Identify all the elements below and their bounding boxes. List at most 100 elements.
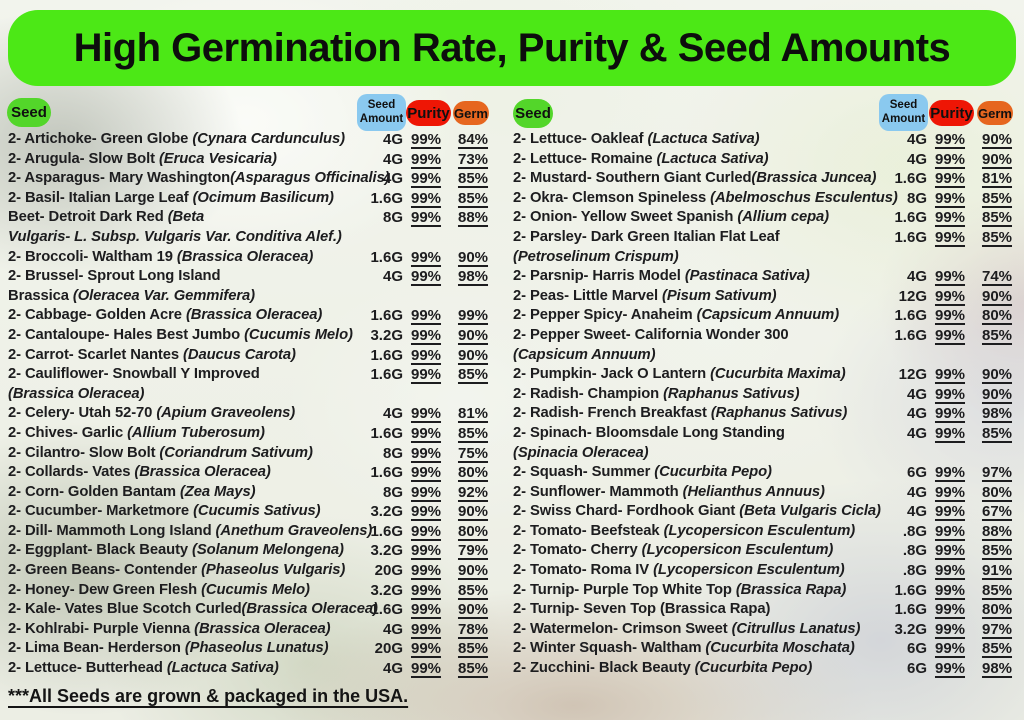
germ-value: 85% <box>457 366 489 384</box>
purity-header-label: Purity <box>930 104 973 122</box>
seed-name: 2- Celery- Utah 52-70 (Apium Graveolens) <box>8 405 296 422</box>
seed-name: 2- Winter Squash- Waltham (Cucurbita Mos… <box>513 640 855 657</box>
seed-amount: 4G <box>906 424 927 442</box>
seed-amount: 1.6G <box>894 170 927 188</box>
seed-name: 2- Pepper Sweet- California Wonder 300 (C… <box>513 326 789 363</box>
seed-name: 2- Mustard- Southern Giant Curled(Brassi… <box>513 170 877 187</box>
seed-amount: 1.6G <box>894 307 927 325</box>
table-row: 2- Arugula- Slow Bolt (Eruca Vesicaria) 4… <box>8 150 494 170</box>
seed-name: 2- Artichoke- Green Globe (Cynara Cardun… <box>8 131 345 147</box>
purity-header-label: Purity <box>407 104 450 122</box>
germ-value: 85% <box>981 640 1013 658</box>
purity-value: 99% <box>934 660 966 678</box>
seed-amount: 1.6G <box>894 326 927 344</box>
table-row: 2- Cantaloupe- Hales Best Jumbo (Cucumis… <box>8 326 494 346</box>
seed-name: 2- Green Beans- Contender (Phaseolus Vul… <box>8 562 346 579</box>
germ-value: 85% <box>981 424 1013 442</box>
germ-value: 80% <box>981 307 1013 325</box>
table-row: 2- Onion- Yellow Sweet Spanish (Allium c… <box>513 208 1016 228</box>
purity-value: 99% <box>410 268 442 286</box>
seed-table-right: 2- Lettuce- Oakleaf (Lactuca Sativa) 4G 99… <box>513 130 1016 679</box>
germ-value: 85% <box>457 424 489 442</box>
purity-value: 99% <box>934 307 966 325</box>
seed-name: 2- Corn- Golden Bantam (Zea Mays) <box>8 483 256 500</box>
table-row: 2- Pepper Spicy- Anaheim (Capsicum Annuu… <box>513 306 1016 326</box>
seed-amount: 6G <box>906 640 927 658</box>
seed-name: 2- Basil- Italian Large Leaf (Ocimum Bas… <box>8 189 334 206</box>
seed-amount: 4G <box>382 268 403 286</box>
germ-value: 90% <box>981 287 1013 305</box>
germ-value: 90% <box>981 131 1013 148</box>
page-title: High Germination Rate, Purity & Seed Amo… <box>73 25 951 70</box>
purity-value: 99% <box>934 326 966 344</box>
seed-amount: 4G <box>382 170 403 188</box>
seed-name: 2- Cantaloupe- Hales Best Jumbo (Cucumis… <box>8 326 353 343</box>
germ-value: 88% <box>981 522 1013 540</box>
germ-value: 85% <box>981 581 1013 599</box>
seed-amount: 3.2G <box>370 542 403 560</box>
seed-amount: .8G <box>902 562 927 580</box>
seed-amount: 8G <box>382 444 403 462</box>
germ-value: 90% <box>457 248 489 266</box>
germ-value: 90% <box>457 346 489 364</box>
table-row: 2- Corn- Golden Bantam (Zea Mays) 8G 99% 92… <box>8 483 494 503</box>
purity-value: 99% <box>410 444 442 462</box>
footer-note: ***All Seeds are grown & packaged in the… <box>8 686 409 706</box>
seed-name: 2- Parsnip- Harris Model (Pastinaca Sati… <box>513 268 810 285</box>
germ-value: 75% <box>457 444 489 462</box>
purity-value: 99% <box>410 503 442 521</box>
germ-value: 97% <box>981 620 1013 638</box>
seed-name: 2- Parsley- Dark Green Italian Flat Leaf… <box>513 228 780 265</box>
seed-amount: 1.6G <box>370 307 403 325</box>
seed-name: 2- Kohlrabi- Purple Vienna (Brassica Ole… <box>8 620 331 637</box>
table-row: 2- Tomato- Cherry (Lycopersicon Esculent… <box>513 541 1016 561</box>
seed-amount-header-line1: Seed <box>889 99 918 112</box>
table-row: 2- Sunflower- Mammoth (Helianthus Annuus… <box>513 483 1016 503</box>
seed-name: 2- Lettuce- Butterhead (Lactuca Sativa) <box>8 660 279 677</box>
table-row: 2- Radish- Champion (Raphanus Sativus) 4G… <box>513 385 1016 405</box>
table-row: 2- Pumpkin- Jack O Lantern (Cucurbita Ma… <box>513 365 1016 385</box>
purity-value: 99% <box>410 424 442 442</box>
seed-amount: 6G <box>906 464 927 482</box>
seed-amount: 1.6G <box>370 424 403 442</box>
table-row: 2- Celery- Utah 52-70 (Apium Graveolens)… <box>8 404 494 424</box>
purity-value: 99% <box>410 346 442 364</box>
germ-value: 85% <box>981 228 1013 246</box>
table-row: 2- Radish- French Breakfast (Raphanus Sa… <box>513 404 1016 424</box>
purity-value: 99% <box>934 464 966 482</box>
table-row: 2- Pepper Sweet- California Wonder 300 (C… <box>513 326 1016 365</box>
table-row: 2- Basil- Italian Large Leaf (Ocimum Bas… <box>8 189 494 209</box>
seed-name: 2- Dill- Mammoth Long Island (Anethum Gr… <box>8 522 373 539</box>
germ-value: 78% <box>457 620 489 638</box>
germ-value: 80% <box>457 522 489 540</box>
purity-value: 99% <box>934 581 966 599</box>
purity-value: 99% <box>410 307 442 325</box>
germ-value: 90% <box>457 601 489 619</box>
table-row: 2- Parsley- Dark Green Italian Flat Leaf… <box>513 228 1016 267</box>
seed-amount: 4G <box>382 150 403 168</box>
table-row: 2- Mustard- Southern Giant Curled(Brassi… <box>513 169 1016 189</box>
seed-name: 2- Lima Bean- Herderson (Phaseolus Lunat… <box>8 640 329 657</box>
seed-amount: 20G <box>374 640 403 658</box>
germ-header-badge-left: Germ <box>453 101 489 125</box>
table-row: 2- Kohlrabi- Purple Vienna (Brassica Ole… <box>8 620 494 640</box>
seed-amount: 4G <box>906 150 927 168</box>
seed-amount: 4G <box>382 660 403 678</box>
table-row: 2- Swiss Chard- Fordhook Giant (Beta Vul… <box>513 502 1016 522</box>
seed-amount: 8G <box>382 209 403 227</box>
germ-value: 98% <box>457 268 489 286</box>
table-row: 2- Lettuce- Oakleaf (Lactuca Sativa) 4G 99… <box>513 130 1016 150</box>
seed-name: 2- Squash- Summer (Cucurbita Pepo) <box>513 464 772 481</box>
table-row: 2- Tomato- Beefsteak (Lycopersicon Escul… <box>513 522 1016 542</box>
seed-header-label: Seed <box>11 104 47 121</box>
purity-value: 99% <box>410 660 442 678</box>
purity-value: 99% <box>934 268 966 286</box>
germ-value: 80% <box>981 601 1013 619</box>
purity-value: 99% <box>410 640 442 658</box>
seed-name: 2- Sunflower- Mammoth (Helianthus Annuus… <box>513 483 825 500</box>
purity-value: 99% <box>410 366 442 384</box>
germ-value: 85% <box>981 189 1013 207</box>
seed-amount-header-badge-left: Seed Amount <box>357 94 406 131</box>
purity-value: 99% <box>934 170 966 188</box>
purity-value: 99% <box>934 601 966 619</box>
